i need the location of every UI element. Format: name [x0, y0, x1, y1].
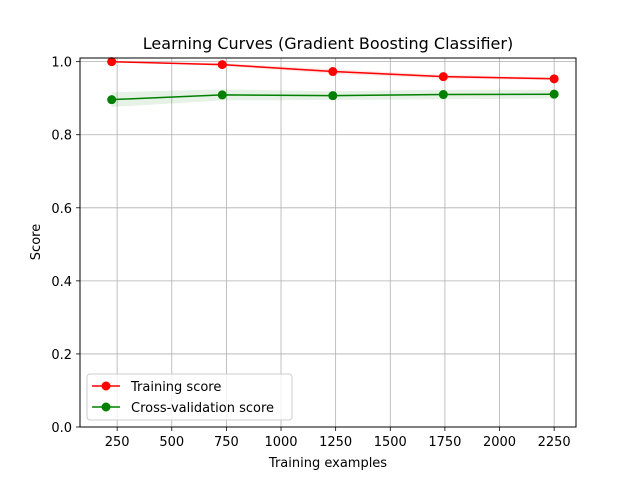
- legend-marker-training: [101, 381, 111, 391]
- x-tick-label: 750: [214, 435, 239, 450]
- data-point: [438, 90, 448, 100]
- legend-label-cross-validation: Cross-validation score: [131, 401, 274, 416]
- series-points: [107, 57, 559, 105]
- x-tick-label: 1750: [428, 435, 461, 450]
- legend: Training score Cross-validation score: [86, 373, 293, 421]
- y-axis-ticks: 0.0 0.2 0.4 0.6 0.8 1.0: [51, 56, 80, 436]
- y-tick-label: 0.6: [51, 202, 72, 217]
- x-tick-label: 2000: [483, 435, 516, 450]
- chart-title: Learning Curves (Gradient Boosting Class…: [143, 34, 513, 53]
- data-point: [549, 74, 559, 84]
- legend-marker-cross-validation: [101, 402, 111, 412]
- x-axis-ticks: 250 500 750 1000 1250 1500 1750 2000 2250: [105, 427, 571, 450]
- y-tick-label: 0.4: [51, 275, 72, 290]
- x-tick-label: 2250: [538, 435, 571, 450]
- y-tick-label: 0.8: [51, 129, 72, 144]
- grid-lines: [80, 58, 576, 428]
- y-tick-label: 0.0: [51, 421, 72, 436]
- plot-frame: [79, 57, 577, 428]
- data-point: [549, 89, 559, 99]
- x-tick-label: 1000: [264, 435, 297, 450]
- x-tick-label: 1500: [374, 435, 407, 450]
- y-axis-label: Score: [29, 224, 44, 260]
- data-point: [217, 60, 227, 70]
- data-point: [107, 95, 117, 105]
- x-tick-label: 250: [105, 435, 130, 450]
- x-tick-label: 1250: [319, 435, 352, 450]
- data-point: [328, 67, 338, 77]
- data-point: [438, 72, 448, 82]
- x-axis-label: Training examples: [268, 456, 387, 471]
- legend-box: [86, 373, 293, 421]
- y-tick-label: 0.2: [51, 348, 72, 363]
- x-tick-label: 500: [159, 435, 184, 450]
- legend-label-training: Training score: [130, 380, 221, 395]
- data-point: [107, 57, 117, 67]
- y-tick-label: 1.0: [51, 56, 72, 71]
- data-point: [328, 91, 338, 101]
- data-point: [217, 90, 227, 100]
